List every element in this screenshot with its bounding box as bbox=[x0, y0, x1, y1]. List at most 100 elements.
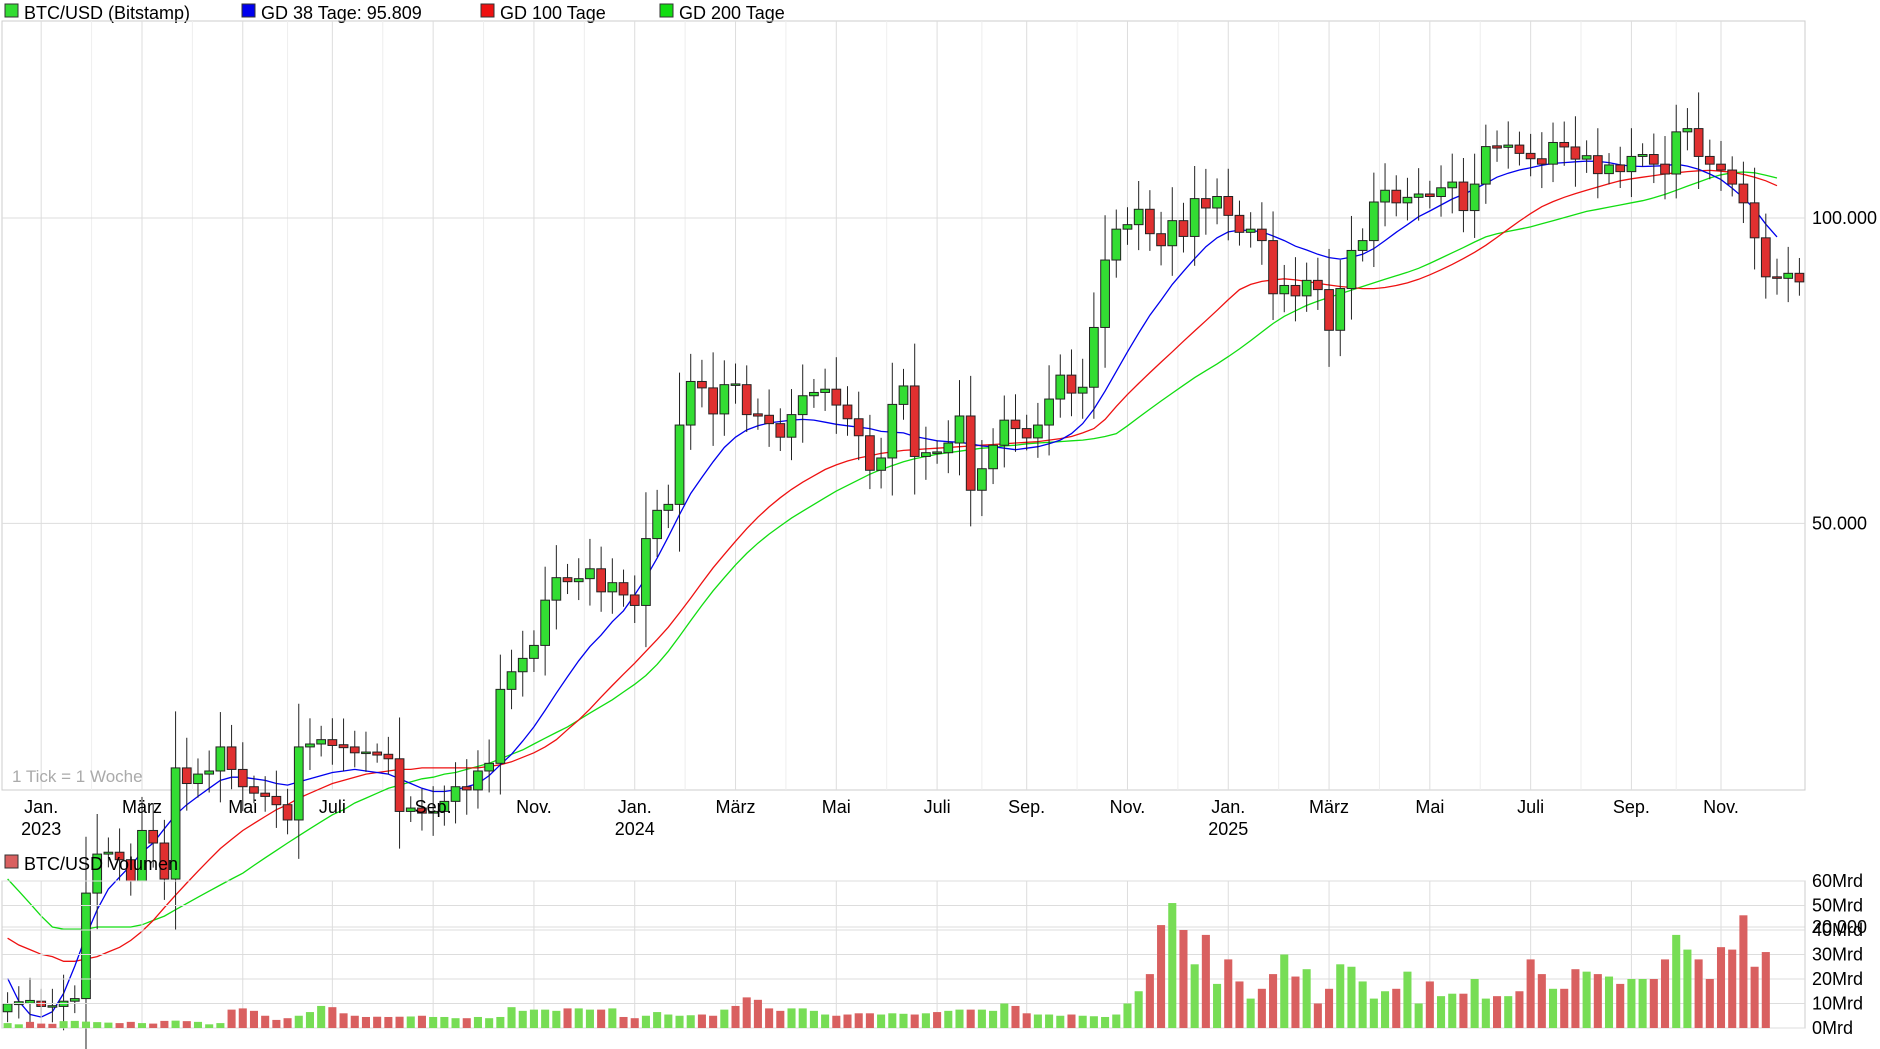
candle bbox=[1033, 402, 1043, 458]
price-ytick-2: 100.000 bbox=[1812, 208, 1877, 228]
candle-body bbox=[473, 770, 483, 791]
volume-bar bbox=[1347, 966, 1356, 1028]
candle-body bbox=[1570, 146, 1581, 160]
candle-body bbox=[909, 385, 920, 457]
price-ytick-0: 20.000 bbox=[1812, 917, 1867, 937]
volume-bar bbox=[597, 1009, 606, 1028]
candle bbox=[540, 566, 551, 676]
volume-bar bbox=[182, 1021, 191, 1028]
volume-bar bbox=[1694, 959, 1703, 1028]
candle bbox=[148, 803, 159, 868]
candle bbox=[876, 437, 886, 489]
candle bbox=[1738, 161, 1749, 224]
candle bbox=[1525, 133, 1536, 177]
candle bbox=[663, 484, 674, 529]
candle bbox=[1335, 259, 1346, 357]
volume-bar bbox=[373, 1016, 382, 1028]
candle bbox=[1447, 153, 1458, 214]
candle-body bbox=[237, 768, 248, 788]
candle-body bbox=[1346, 249, 1357, 290]
volume-bar bbox=[48, 1023, 57, 1028]
candle bbox=[1592, 128, 1603, 199]
candle-body bbox=[148, 829, 159, 844]
volume-bar bbox=[462, 1018, 471, 1028]
candle-body bbox=[977, 468, 987, 491]
candle-body bbox=[159, 842, 170, 880]
volume-ytick-3: 30Mrd bbox=[1812, 945, 1863, 965]
candle bbox=[898, 368, 909, 420]
candle bbox=[1581, 140, 1592, 173]
volume-bar bbox=[1560, 988, 1569, 1028]
candle-body bbox=[282, 804, 293, 821]
volume-bar bbox=[1201, 934, 1210, 1028]
volume-bar bbox=[1067, 1014, 1076, 1028]
volume-bar bbox=[261, 1015, 270, 1028]
xtick-label-16: Sep. bbox=[1613, 797, 1650, 817]
volume-bar bbox=[1604, 976, 1614, 1028]
volume-bar bbox=[1705, 979, 1714, 1028]
candle-body bbox=[809, 391, 819, 397]
volume-bar bbox=[1582, 971, 1591, 1028]
xtick-year-12: 2025 bbox=[1208, 819, 1248, 839]
xtick-label-6: Jan. bbox=[618, 797, 652, 817]
candle-body bbox=[1189, 198, 1200, 237]
candle-body bbox=[181, 767, 192, 785]
candle bbox=[1279, 264, 1290, 313]
candle-body bbox=[652, 509, 662, 540]
candle-body bbox=[249, 786, 259, 794]
volume-bar bbox=[1515, 991, 1524, 1028]
volume-bar bbox=[496, 1016, 505, 1028]
candle bbox=[159, 819, 170, 900]
volume-ytick-5: 50Mrd bbox=[1812, 896, 1863, 916]
volume-bar bbox=[1045, 1014, 1054, 1028]
candle-body bbox=[1760, 237, 1771, 278]
candle bbox=[349, 730, 360, 768]
volume-bar bbox=[1739, 915, 1748, 1028]
candle bbox=[1178, 202, 1189, 253]
candle bbox=[909, 343, 920, 495]
candle-body bbox=[999, 419, 1010, 446]
candle bbox=[383, 736, 394, 775]
volume-bar bbox=[653, 1012, 662, 1028]
candle-body bbox=[1044, 398, 1054, 426]
candle bbox=[1693, 92, 1704, 189]
candle bbox=[1189, 165, 1200, 266]
candle bbox=[92, 814, 103, 930]
volume-bar bbox=[675, 1015, 684, 1028]
candle bbox=[529, 630, 539, 672]
volume-bar bbox=[1448, 993, 1457, 1028]
volume-bar bbox=[809, 1010, 818, 1028]
volume-bar bbox=[1425, 981, 1434, 1028]
legend-label-1: GD 38 Tage: 95.809 bbox=[261, 3, 422, 23]
volume-bar bbox=[899, 1013, 908, 1028]
candle bbox=[977, 440, 987, 517]
volume-bar bbox=[843, 1014, 852, 1028]
candle bbox=[921, 426, 931, 480]
candle-body bbox=[1245, 228, 1256, 233]
volume-bar bbox=[955, 1009, 964, 1028]
candle bbox=[1021, 414, 1032, 451]
candle-body bbox=[405, 807, 416, 812]
candle bbox=[1346, 215, 1357, 320]
volume-bar bbox=[854, 1013, 863, 1028]
volume-bar bbox=[1291, 976, 1300, 1028]
candle bbox=[1492, 130, 1502, 162]
candle bbox=[1615, 146, 1626, 189]
xtick-label-12: Jan. bbox=[1211, 797, 1245, 817]
candle bbox=[585, 538, 595, 606]
candle bbox=[473, 750, 483, 809]
legend-label-0: BTC/USD (Bitstamp) bbox=[24, 3, 190, 23]
candle-body bbox=[943, 442, 954, 454]
volume-bar bbox=[485, 1018, 494, 1028]
candle-body bbox=[1234, 214, 1245, 233]
candle bbox=[1514, 131, 1525, 166]
volume-bar bbox=[742, 997, 751, 1028]
volume-bar bbox=[1101, 1016, 1110, 1028]
candle bbox=[652, 489, 662, 558]
candle bbox=[1133, 180, 1144, 251]
volume-bar bbox=[1302, 969, 1311, 1028]
candle bbox=[629, 575, 640, 624]
